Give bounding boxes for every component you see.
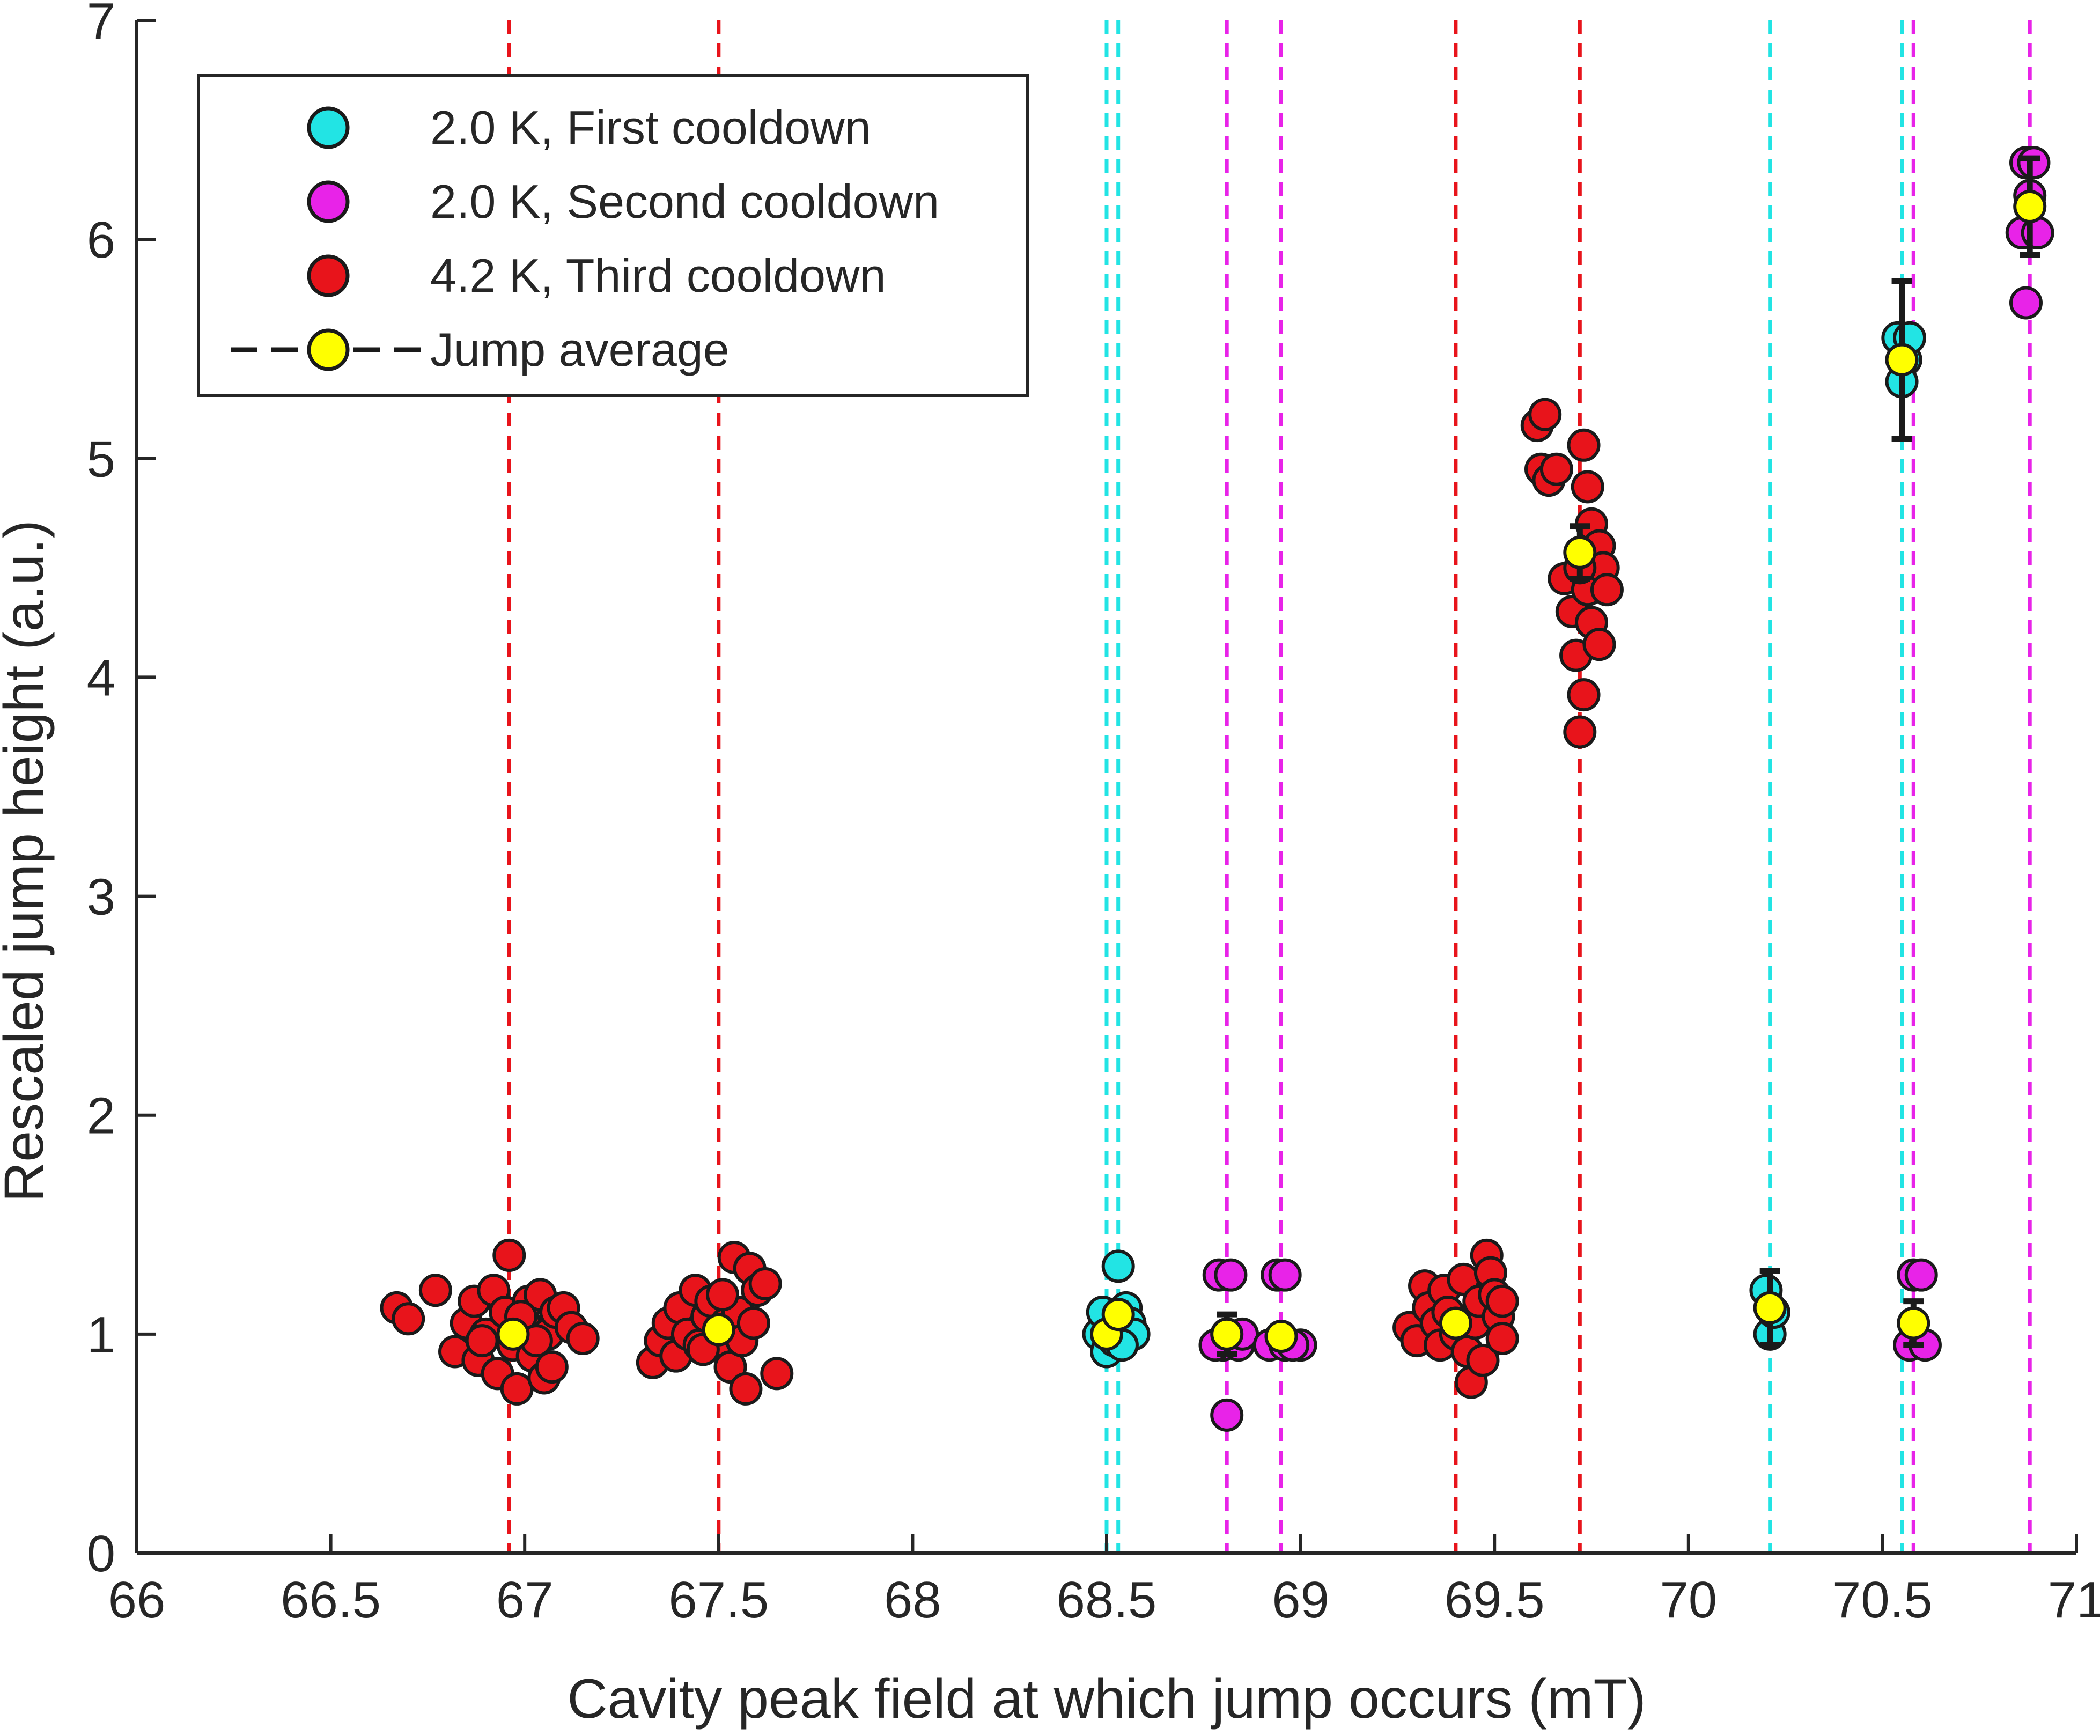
- y-tick-label-5: 5: [87, 430, 115, 488]
- point-series2-91: [1582, 628, 1616, 661]
- legend-marker-second-cooldown: [307, 180, 350, 223]
- average-point-4: [1210, 1317, 1244, 1351]
- point-series1-1: [1214, 1258, 1248, 1292]
- point-series2-72: [1485, 1284, 1519, 1318]
- point-series2-11: [492, 1238, 526, 1272]
- average-point-11: [2013, 189, 2047, 223]
- point-series2-25: [465, 1324, 499, 1358]
- legend-label-second-cooldown: 2.0 K, Second cooldown: [430, 175, 939, 228]
- point-series2-13: [500, 1372, 534, 1406]
- legend-label-first-cooldown: 2.0 K, First cooldown: [430, 101, 871, 154]
- jump-average-points: [496, 155, 2047, 1357]
- point-series2-77: [1539, 452, 1573, 486]
- point-series2-51: [706, 1278, 740, 1312]
- point-series2-81: [1563, 715, 1597, 749]
- x-tick-label-5: 68.5: [1057, 1571, 1157, 1629]
- average-point-6: [1439, 1306, 1472, 1340]
- average-point-5: [1264, 1319, 1298, 1353]
- point-series1-5: [1210, 1398, 1244, 1432]
- y-axis-title: Rescaled jump height (a.u.): [0, 520, 55, 1202]
- x-axis-title: Cavity peak field at which jump occurs (…: [567, 1668, 1646, 1730]
- point-series2-1: [392, 1302, 425, 1336]
- point-series2-71: [1485, 1322, 1519, 1356]
- legend-label-third-cooldown: 4.2 K, Third cooldown: [430, 249, 886, 302]
- average-point-7: [1563, 535, 1597, 569]
- legend-marker-first-cooldown: [307, 106, 350, 149]
- point-series1-8: [1268, 1258, 1302, 1292]
- x-tick-label-6: 69: [1272, 1571, 1329, 1629]
- point-series2-44: [729, 1372, 763, 1406]
- legend-label-jump-average: Jump average: [430, 323, 730, 376]
- point-series2-87: [1571, 470, 1604, 504]
- average-point-3: [1101, 1298, 1135, 1332]
- average-point-8: [1753, 1291, 1787, 1325]
- x-tick-label-0: 66: [108, 1571, 166, 1629]
- x-tick-label-8: 70: [1660, 1571, 1717, 1629]
- average-point-10: [1897, 1306, 1930, 1340]
- point-series2-92: [1590, 573, 1624, 607]
- point-series1-18: [2017, 146, 2051, 180]
- point-series2-86: [1567, 428, 1601, 462]
- x-tick-label-2: 67: [496, 1571, 554, 1629]
- point-series2-66: [1466, 1343, 1500, 1377]
- point-series2-74: [1528, 398, 1562, 431]
- point-series2-2: [418, 1274, 452, 1307]
- vertical-reference-lines: [507, 20, 2032, 1553]
- average-point-1: [702, 1313, 735, 1347]
- point-series2-49: [760, 1357, 794, 1391]
- point-series2-82: [1567, 678, 1601, 712]
- point-series2-24: [566, 1322, 600, 1356]
- x-tick-label-3: 67.5: [668, 1571, 769, 1629]
- y-tick-label-7: 7: [87, 0, 115, 50]
- point-series0-4: [1101, 1249, 1135, 1283]
- point-series2-46: [736, 1306, 770, 1340]
- y-tick-label-3: 3: [87, 869, 115, 926]
- legend: 2.0 K, First cooldown 2.0 K, Second cool…: [197, 74, 1029, 397]
- x-tick-label-9: 70.5: [1832, 1571, 1933, 1629]
- point-series1-21: [2009, 286, 2043, 320]
- x-tick-label-1: 66.5: [281, 1571, 381, 1629]
- x-tick-label-4: 68: [884, 1571, 941, 1629]
- legend-marker-jump-average: [307, 328, 350, 371]
- x-tick-label-7: 69.5: [1445, 1571, 1545, 1629]
- point-series2-20: [535, 1350, 569, 1384]
- legend-marker-third-cooldown: [307, 254, 350, 297]
- point-series2-48: [748, 1267, 782, 1300]
- y-tick-label-1: 1: [87, 1306, 115, 1364]
- point-series1-15: [1904, 1258, 1938, 1292]
- x-tick-label-10: 71: [2048, 1571, 2100, 1629]
- average-point-9: [1885, 343, 1919, 377]
- y-tick-label-6: 6: [87, 211, 115, 269]
- y-tick-label-0: 0: [87, 1525, 115, 1583]
- y-tick-label-2: 2: [87, 1087, 115, 1145]
- y-tick-label-4: 4: [87, 649, 115, 707]
- average-point-0: [496, 1317, 530, 1351]
